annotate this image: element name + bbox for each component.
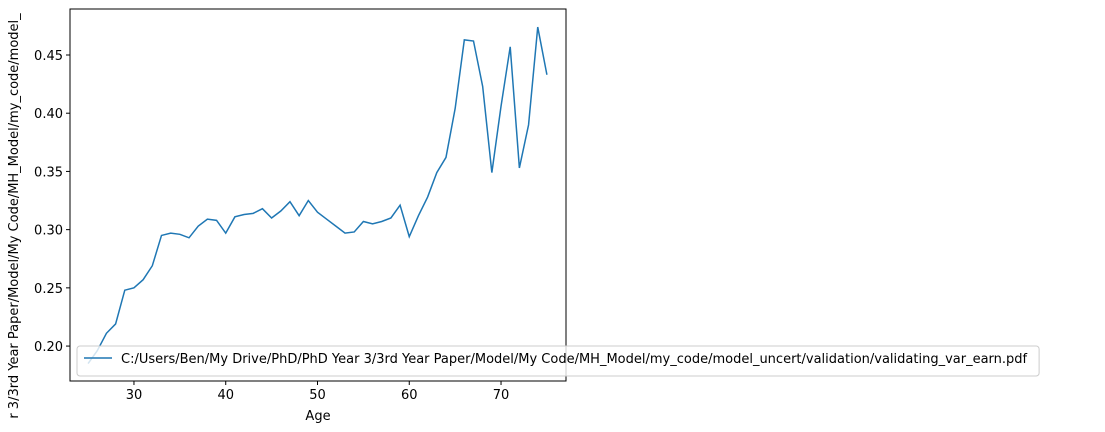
x-tick-label: 50 <box>309 388 326 403</box>
x-tick-label: 40 <box>217 388 234 403</box>
x-tick-label: 70 <box>493 388 510 403</box>
y-tick-label: 0.40 <box>34 107 63 122</box>
legend-label: C:/Users/Ben/My Drive/PhD/PhD Year 3/3rd… <box>121 352 1028 367</box>
y-tick-label: 0.25 <box>34 282 63 297</box>
y-axis-label: r 3/3rd Year Paper/Model/My Code/MH_Mode… <box>7 13 22 419</box>
legend-box <box>76 345 1040 377</box>
y-tick-label: 0.30 <box>34 224 63 239</box>
x-axis-label: Age <box>305 409 330 424</box>
data-line <box>87 26 548 364</box>
y-tick-label: 0.35 <box>34 165 63 180</box>
y-tick-label: 0.20 <box>34 340 63 355</box>
plot-frame <box>69 8 567 382</box>
x-tick-label: 60 <box>401 388 418 403</box>
y-tick-label: 0.45 <box>34 49 63 64</box>
x-tick-label: 30 <box>126 388 143 403</box>
